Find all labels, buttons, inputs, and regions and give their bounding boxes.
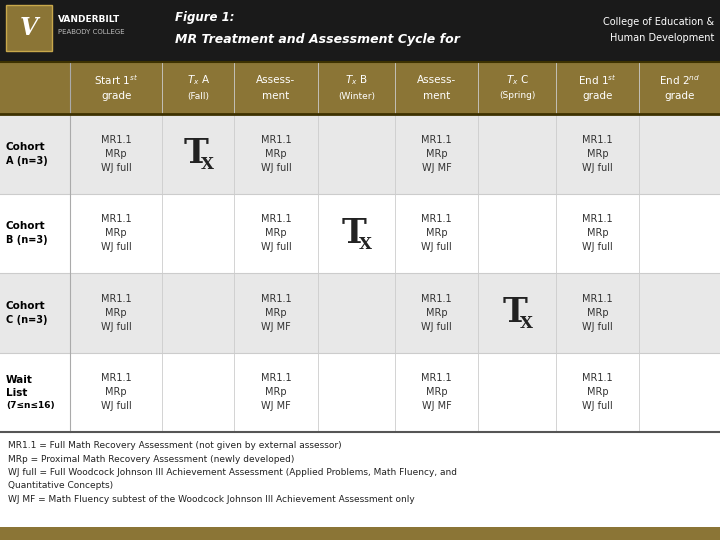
Text: MR1.1
MRp
WJ full: MR1.1 MRp WJ full bbox=[582, 294, 613, 332]
Text: MR1.1
MRp
WJ MF: MR1.1 MRp WJ MF bbox=[261, 373, 292, 411]
Text: ment: ment bbox=[262, 91, 289, 101]
Bar bbox=[0, 0, 720, 62]
Bar bbox=[0, 114, 720, 193]
Text: Figure 1:: Figure 1: bbox=[175, 10, 235, 24]
Text: B (n=3): B (n=3) bbox=[6, 235, 48, 245]
Text: End 1$^{st}$: End 1$^{st}$ bbox=[578, 73, 617, 87]
Text: ment: ment bbox=[423, 91, 450, 101]
Bar bbox=[0, 527, 720, 540]
Text: $T_x$ B: $T_x$ B bbox=[345, 73, 368, 87]
Text: $T_x$ A: $T_x$ A bbox=[186, 73, 210, 87]
Text: T: T bbox=[503, 296, 528, 329]
Text: MR1.1
MRp
WJ full: MR1.1 MRp WJ full bbox=[101, 294, 132, 332]
Bar bbox=[6, 5, 52, 51]
Text: Human Development: Human Development bbox=[610, 33, 714, 43]
Text: MR1.1
MRp
WJ MF: MR1.1 MRp WJ MF bbox=[421, 135, 452, 173]
Text: V: V bbox=[20, 16, 38, 40]
Text: MR1.1
MRp
WJ full: MR1.1 MRp WJ full bbox=[101, 373, 132, 411]
Bar bbox=[0, 353, 720, 432]
Text: Start 1$^{st}$: Start 1$^{st}$ bbox=[94, 73, 138, 87]
Text: Cohort: Cohort bbox=[6, 221, 45, 231]
Text: MR1.1
MRp
WJ full: MR1.1 MRp WJ full bbox=[582, 214, 613, 252]
Text: X: X bbox=[520, 315, 533, 332]
Text: Cohort: Cohort bbox=[6, 301, 45, 310]
Text: End 2$^{nd}$: End 2$^{nd}$ bbox=[659, 73, 700, 87]
Text: Wait: Wait bbox=[6, 375, 33, 385]
Text: WJ MF = Math Fluency subtest of the Woodcock Johnson III Achievement Assessment : WJ MF = Math Fluency subtest of the Wood… bbox=[8, 495, 415, 504]
Text: T: T bbox=[184, 137, 209, 170]
Text: MR1.1
MRp
WJ full: MR1.1 MRp WJ full bbox=[101, 135, 132, 173]
Text: T: T bbox=[342, 217, 366, 249]
Text: College of Education &: College of Education & bbox=[603, 17, 714, 27]
Text: X: X bbox=[359, 236, 372, 253]
Text: MR1.1
MRp
WJ MF: MR1.1 MRp WJ MF bbox=[261, 294, 292, 332]
Text: MR1.1
MRp
WJ full: MR1.1 MRp WJ full bbox=[101, 214, 132, 252]
Text: X: X bbox=[201, 156, 214, 173]
Text: A (n=3): A (n=3) bbox=[6, 156, 48, 166]
Text: MR1.1 = Full Math Recovery Assessment (not given by external assessor): MR1.1 = Full Math Recovery Assessment (n… bbox=[8, 441, 341, 450]
Text: VANDERBILT: VANDERBILT bbox=[58, 15, 120, 24]
Text: Quantitative Concepts): Quantitative Concepts) bbox=[8, 482, 113, 490]
Text: WJ full = Full Woodcock Johnson III Achievement Assessment (Applied Problems, Ma: WJ full = Full Woodcock Johnson III Achi… bbox=[8, 468, 457, 477]
Text: (Fall): (Fall) bbox=[187, 91, 210, 100]
Bar bbox=[0, 62, 720, 114]
Text: MR1.1
MRp
WJ MF: MR1.1 MRp WJ MF bbox=[421, 373, 452, 411]
Text: Assess-: Assess- bbox=[256, 75, 296, 85]
Bar bbox=[0, 432, 720, 527]
Text: MR1.1
MRp
WJ full: MR1.1 MRp WJ full bbox=[261, 214, 292, 252]
Text: PEABODY COLLEGE: PEABODY COLLEGE bbox=[58, 29, 125, 35]
Text: MR Treatment and Assessment Cycle for: MR Treatment and Assessment Cycle for bbox=[175, 33, 460, 46]
Text: (7≤n≤16): (7≤n≤16) bbox=[6, 401, 55, 410]
Bar bbox=[0, 193, 720, 273]
Text: Assess-: Assess- bbox=[417, 75, 456, 85]
Text: MR1.1
MRp
WJ full: MR1.1 MRp WJ full bbox=[582, 135, 613, 173]
Text: MR1.1
MRp
WJ full: MR1.1 MRp WJ full bbox=[421, 214, 452, 252]
Text: grade: grade bbox=[665, 91, 695, 101]
Text: grade: grade bbox=[101, 91, 131, 101]
Text: List: List bbox=[6, 388, 27, 399]
Bar bbox=[0, 273, 720, 353]
Text: MR1.1
MRp
WJ full: MR1.1 MRp WJ full bbox=[421, 294, 452, 332]
Text: (Winter): (Winter) bbox=[338, 91, 375, 100]
Text: MRp = Proximal Math Recovery Assessment (newly developed): MRp = Proximal Math Recovery Assessment … bbox=[8, 455, 294, 463]
Text: C (n=3): C (n=3) bbox=[6, 315, 48, 325]
Text: (Spring): (Spring) bbox=[499, 91, 535, 100]
Text: MR1.1
MRp
WJ full: MR1.1 MRp WJ full bbox=[582, 373, 613, 411]
Text: Cohort: Cohort bbox=[6, 141, 45, 152]
Text: $T_x$ C: $T_x$ C bbox=[505, 73, 528, 87]
Text: grade: grade bbox=[582, 91, 613, 101]
Text: MR1.1
MRp
WJ full: MR1.1 MRp WJ full bbox=[261, 135, 292, 173]
